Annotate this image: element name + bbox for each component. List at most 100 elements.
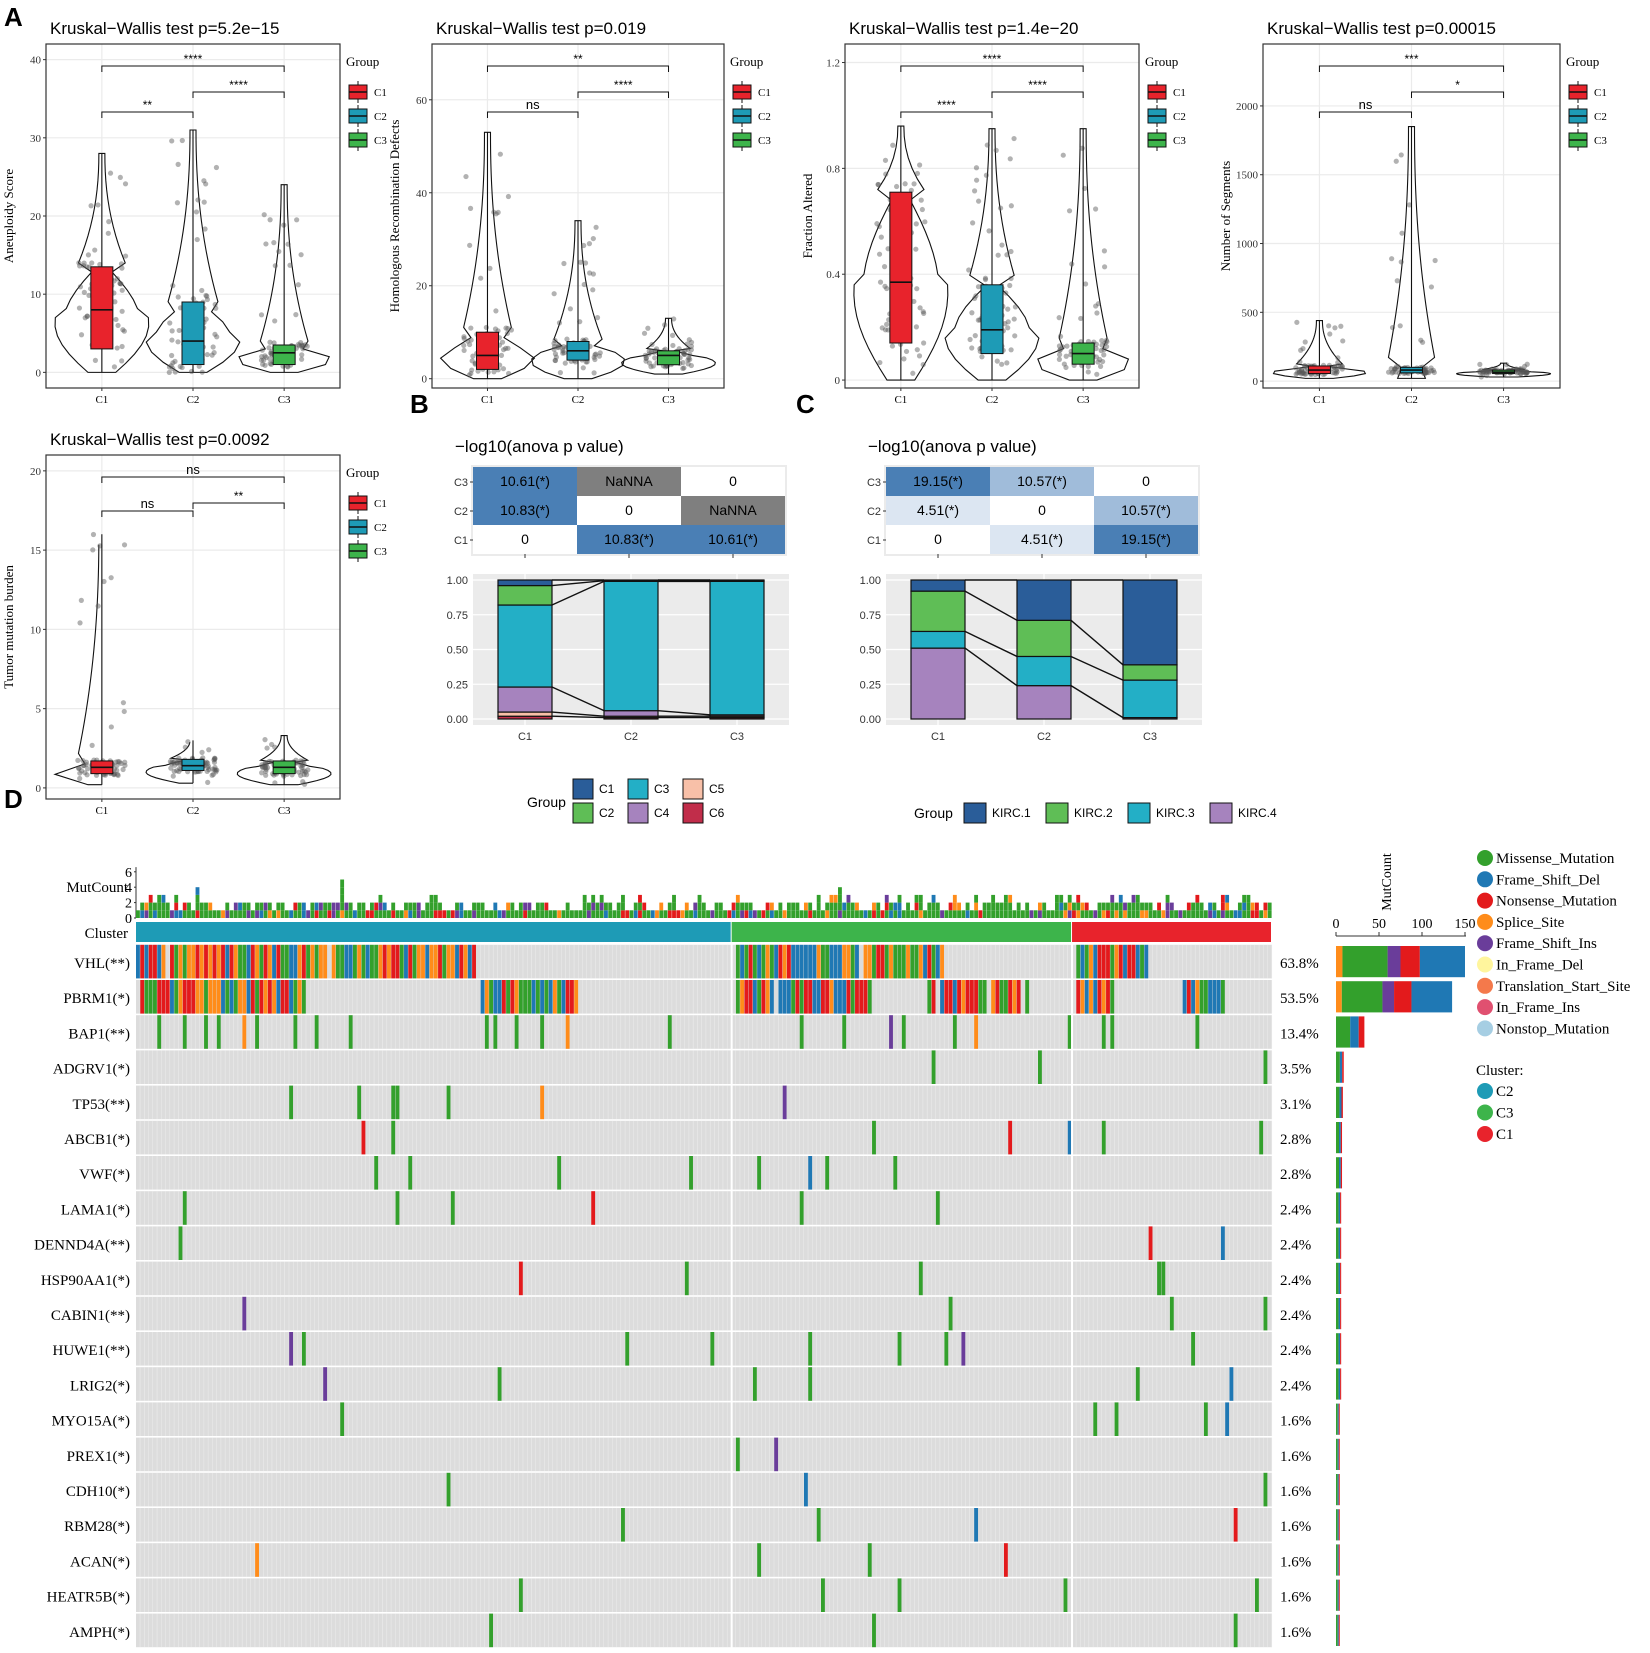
gene-label: DENND4A(**)	[34, 1238, 130, 1254]
y-tick-label: 1.00	[860, 575, 881, 587]
heatmap-cell	[577, 467, 681, 496]
data-point	[193, 209, 200, 215]
top-bar-segment	[1140, 902, 1144, 911]
mutation-cell	[425, 944, 430, 979]
legend-title: Group	[1145, 54, 1178, 69]
top-bar-segment	[1123, 910, 1127, 918]
mutation-cell	[191, 980, 196, 1014]
top-bar-segment	[1110, 894, 1115, 903]
data-point	[590, 271, 596, 277]
data-point	[975, 284, 982, 290]
top-bar-segment	[331, 902, 336, 911]
top-bar-segment	[569, 910, 574, 918]
top-bar-segment	[1118, 902, 1123, 911]
data-point	[201, 178, 207, 184]
data-point	[914, 286, 920, 292]
mutation-cell	[795, 944, 800, 979]
top-bar-segment	[1037, 902, 1042, 911]
top-bar-segment	[1191, 910, 1196, 918]
data-point	[1523, 370, 1529, 376]
data-point	[503, 325, 509, 331]
top-bar-segment	[1101, 910, 1106, 918]
top-bar-segment	[246, 902, 251, 911]
data-point	[681, 351, 688, 357]
top-bar-segment	[421, 910, 425, 918]
data-point	[204, 351, 210, 358]
data-point	[176, 755, 182, 761]
top-bar-segment	[897, 910, 902, 918]
data-point	[117, 280, 123, 286]
data-point	[121, 708, 127, 715]
data-point	[686, 337, 692, 343]
data-point	[643, 355, 649, 361]
top-bar-segment	[140, 902, 145, 911]
top-bar-segment	[263, 902, 268, 911]
top-bar-segment	[540, 902, 545, 911]
top-bar-segment	[1195, 902, 1200, 911]
data-point	[1303, 371, 1309, 377]
top-bar-segment	[1131, 902, 1136, 911]
top-bar-segment	[493, 902, 498, 911]
top-bar-segment	[978, 910, 983, 918]
top-bar-segment	[174, 894, 179, 903]
box-C3	[657, 350, 681, 366]
chart-title: Kruskal−Wallis test p=1.4e−20	[849, 19, 1078, 38]
mutation-cell	[838, 980, 842, 1014]
top-bar-segment	[153, 902, 157, 911]
mutation-cell	[391, 1120, 396, 1155]
data-point	[881, 264, 888, 270]
top-bar-segment	[1037, 910, 1042, 918]
mutation-cell	[1110, 944, 1115, 979]
data-point	[268, 759, 274, 765]
mutation-cell	[897, 944, 902, 979]
side-bar-segment	[1336, 1227, 1339, 1259]
top-bar-segment	[318, 902, 323, 911]
data-point	[83, 761, 89, 768]
data-point	[81, 289, 87, 295]
mutation-cell	[182, 944, 187, 979]
bar-segment-kirc-1	[1016, 579, 1072, 621]
data-point	[1423, 369, 1429, 376]
top-bar-segment	[850, 910, 855, 918]
data-point	[1104, 339, 1110, 345]
top-bar-segment	[548, 910, 553, 918]
data-point	[303, 769, 309, 775]
heatmap-row-label: C1	[454, 535, 468, 547]
top-bar-segment	[195, 910, 200, 918]
significance-bracket	[192, 502, 285, 509]
top-bar-segment	[1101, 902, 1106, 911]
top-bar-segment	[965, 910, 970, 918]
data-point	[651, 349, 657, 356]
data-point	[1300, 345, 1306, 352]
top-bar-segment	[250, 910, 255, 918]
data-point	[1393, 158, 1399, 164]
data-point	[559, 346, 566, 352]
gene-label: VHL(**)	[74, 956, 130, 972]
top-bar-segment	[855, 910, 859, 918]
data-point	[921, 310, 927, 316]
data-point	[287, 262, 293, 268]
mutation-cell	[561, 980, 566, 1014]
heatmap-cell	[473, 467, 577, 496]
data-point	[1524, 361, 1530, 367]
top-bar-segment	[357, 902, 362, 911]
top-bar-segment	[331, 910, 336, 918]
significance-label: ****	[229, 78, 248, 92]
data-point	[1517, 370, 1523, 377]
top-bar-segment	[957, 910, 962, 918]
top-bar-segment	[323, 902, 328, 911]
mutation-cell	[140, 980, 145, 1014]
top-bar-segment	[506, 910, 511, 918]
x-tick-label: C3	[730, 731, 744, 743]
mutation-cell	[863, 980, 868, 1014]
mutation-cell	[446, 1085, 451, 1120]
data-point	[209, 352, 215, 358]
data-point	[1008, 203, 1014, 209]
mutation-cell	[148, 980, 153, 1014]
mutation-cell	[918, 1261, 923, 1296]
top-bar-segment	[459, 910, 464, 918]
mutation-cell	[1161, 1261, 1166, 1296]
data-point	[470, 353, 476, 359]
data-point	[204, 293, 210, 299]
significance-bracket	[1411, 91, 1505, 98]
